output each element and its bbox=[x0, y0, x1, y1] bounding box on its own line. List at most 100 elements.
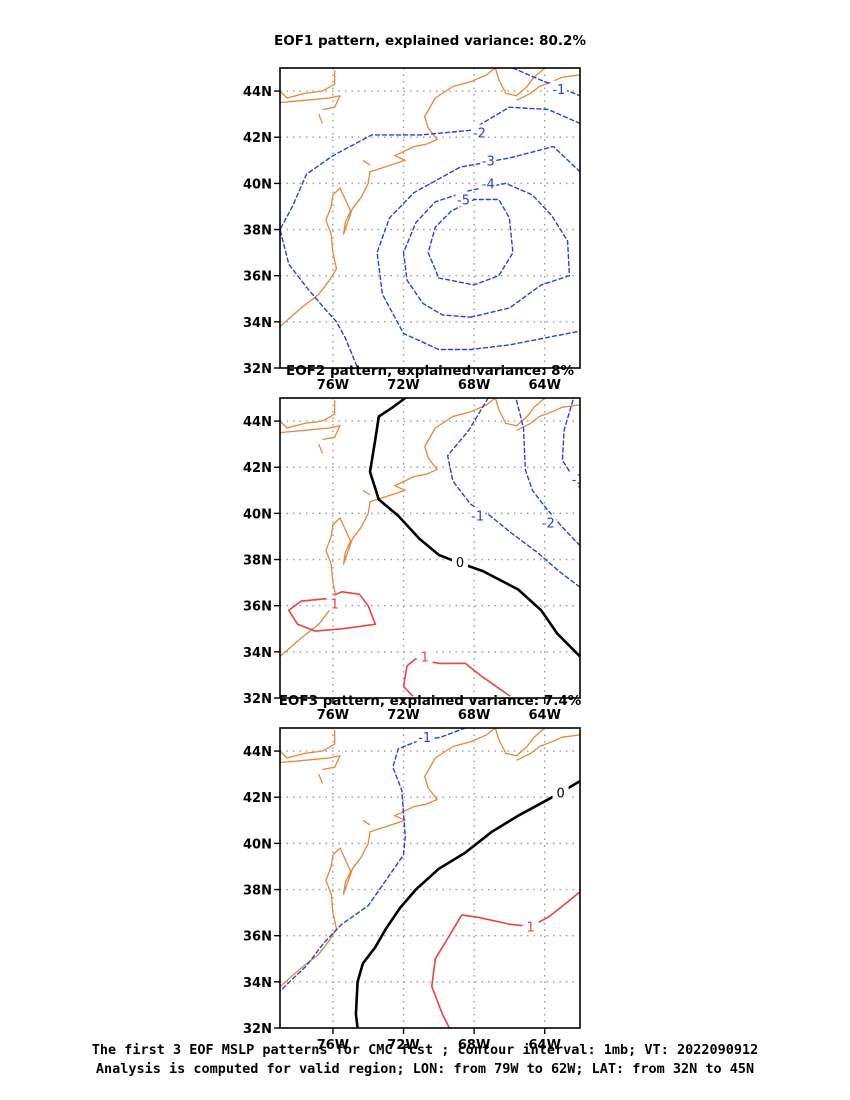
coastline bbox=[280, 755, 341, 771]
contour-label: 1 bbox=[526, 920, 534, 935]
eof3-panel: EOF3 pattern, explained variance: 7.4% 0 -… bbox=[0, 693, 850, 1053]
x-tick-label: 64W bbox=[528, 1038, 560, 1053]
coastline bbox=[318, 773, 324, 784]
plot-frame bbox=[279, 67, 581, 369]
plot-frame bbox=[279, 727, 581, 1029]
eof1-panel: EOF1 pattern, explained variance: 80.2% -… bbox=[0, 33, 850, 393]
contour-label: -1 bbox=[552, 83, 565, 98]
x-tick-label: 72W bbox=[387, 708, 419, 723]
coastline bbox=[280, 425, 341, 441]
contour-line bbox=[368, 398, 580, 658]
y-tick-label: 34N bbox=[243, 316, 272, 331]
y-tick-label: 44N bbox=[243, 745, 272, 760]
x-tick-label: 76W bbox=[317, 708, 349, 723]
x-tick-label: 68W bbox=[458, 708, 490, 723]
y-tick-label: 44N bbox=[243, 415, 272, 430]
coastline bbox=[516, 734, 580, 761]
plot-frame bbox=[279, 397, 581, 699]
contour-line bbox=[280, 106, 580, 368]
contour-label: -2 bbox=[542, 517, 555, 532]
y-tick-label: 40N bbox=[243, 837, 272, 852]
contour-label: -1 bbox=[471, 510, 484, 525]
contour-line bbox=[354, 779, 580, 1028]
eof3-title: EOF3 pattern, explained variance: 7.4% bbox=[278, 693, 582, 709]
contour-label-bg bbox=[469, 507, 486, 523]
contour-label-bg bbox=[471, 124, 488, 140]
contour-line bbox=[512, 68, 580, 97]
coastline bbox=[516, 404, 580, 431]
x-tick-label: 72W bbox=[387, 378, 419, 393]
coastline bbox=[362, 159, 371, 166]
coastline bbox=[280, 68, 496, 327]
contour-label: 1 bbox=[331, 597, 339, 612]
y-tick-label: 40N bbox=[243, 177, 272, 192]
y-tick-label: 36N bbox=[243, 270, 272, 285]
eof2-map: 0 -1 -2 -3 1 1 32N 34N 36N 38N 40N 42N 44N 76W 72W 68W 6… bbox=[243, 397, 585, 723]
x-tick-label: 76W bbox=[317, 378, 349, 393]
footer-line-2: Analysis is computed for valid region; L… bbox=[95, 1061, 755, 1077]
contour-label-bg bbox=[452, 553, 468, 569]
coastline bbox=[280, 70, 336, 99]
x-tick-label: 64W bbox=[528, 708, 560, 723]
contour-label-bg bbox=[522, 918, 539, 934]
y-tick-label: 42N bbox=[243, 131, 272, 146]
contour-label-bg bbox=[552, 784, 569, 800]
coastline bbox=[280, 730, 336, 759]
contour-line bbox=[402, 657, 511, 697]
contour-label: -2 bbox=[473, 127, 486, 142]
x-tick-label: 76W bbox=[317, 1038, 349, 1053]
contour-label: -4 bbox=[482, 177, 495, 192]
coastline bbox=[494, 68, 546, 97]
y-tick-label: 42N bbox=[243, 461, 272, 476]
y-tick-label: 32N bbox=[243, 1022, 272, 1037]
coastline bbox=[362, 489, 371, 496]
contour-label: -5 bbox=[457, 194, 470, 209]
x-tick-label: 68W bbox=[458, 1038, 490, 1053]
contour-label-bg bbox=[416, 648, 433, 664]
contour-label: 0 bbox=[456, 556, 464, 571]
y-tick-label: 36N bbox=[243, 600, 272, 615]
coastline bbox=[280, 95, 341, 111]
eof3-map: 0 -1 1 32N 34N 36N 38N 40N 42N 44N 76W 72W 68W 64W bbox=[243, 727, 581, 1053]
x-tick-label: 72W bbox=[387, 1038, 419, 1053]
coastline bbox=[280, 728, 496, 987]
eof2-panel: EOF2 pattern, explained variance: 8% 0 -1 -… bbox=[0, 363, 850, 723]
contour-line bbox=[430, 891, 580, 1028]
y-tick-label: 32N bbox=[243, 692, 272, 707]
y-tick-label: 34N bbox=[243, 976, 272, 991]
coastline bbox=[280, 400, 336, 429]
contour-label-bg bbox=[480, 152, 497, 168]
coastline bbox=[280, 398, 496, 657]
footer-line-1: The first 3 EOF MSLP patterns for CMC fc… bbox=[91, 1042, 759, 1058]
coastline bbox=[516, 74, 580, 101]
eof-panels: EOF1 pattern, explained variance: 80.2% -… bbox=[0, 33, 850, 1053]
contour-label: -3 bbox=[572, 473, 585, 488]
contour-label-bg bbox=[455, 191, 472, 207]
contour-label: -3 bbox=[482, 154, 495, 169]
contour-line bbox=[287, 591, 377, 632]
y-tick-label: 44N bbox=[243, 85, 272, 100]
y-tick-label: 38N bbox=[243, 224, 272, 239]
contour-label: 0 bbox=[556, 787, 564, 802]
eof1-map: -1 -2 -3 -4 -5 32N 34N 36N 38N 40N 42N 44N 76W 72W 68W… bbox=[243, 67, 581, 393]
y-tick-label: 40N bbox=[243, 507, 272, 522]
contour-label-bg bbox=[326, 595, 343, 611]
contour-label: 1 bbox=[421, 650, 429, 665]
coastline bbox=[362, 819, 371, 826]
x-tick-label: 68W bbox=[458, 378, 490, 393]
y-tick-label: 42N bbox=[243, 791, 272, 806]
eof2-title: EOF2 pattern, explained variance: 8% bbox=[285, 363, 575, 379]
contour-label-bg bbox=[550, 80, 567, 96]
contour-label-bg bbox=[540, 514, 557, 530]
coastline bbox=[494, 728, 546, 757]
coastline bbox=[494, 398, 546, 427]
y-tick-label: 38N bbox=[243, 554, 272, 569]
coastline bbox=[318, 113, 324, 124]
contour-line bbox=[280, 728, 466, 992]
coastline bbox=[318, 443, 324, 454]
y-tick-label: 32N bbox=[243, 362, 272, 377]
contour-line bbox=[427, 198, 514, 286]
y-tick-label: 36N bbox=[243, 930, 272, 945]
contour-line bbox=[376, 145, 580, 351]
contour-label: -1 bbox=[418, 731, 431, 746]
